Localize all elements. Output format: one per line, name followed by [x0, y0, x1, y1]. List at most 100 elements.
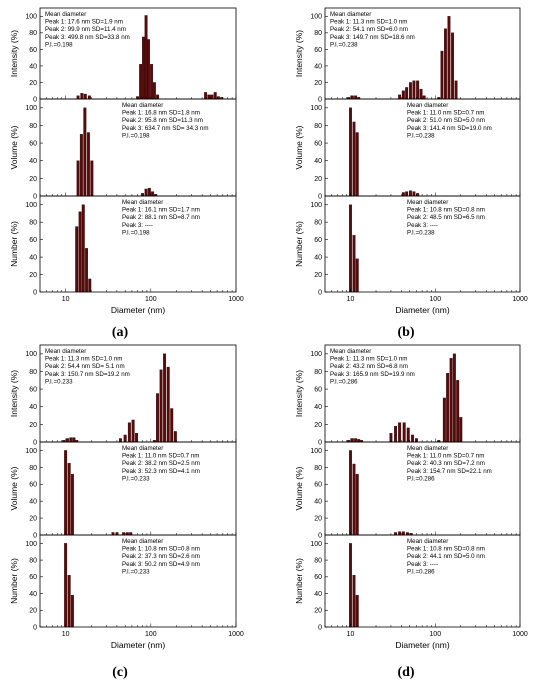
annotation-line: P.I.=0.286	[407, 475, 435, 482]
bar	[398, 422, 402, 443]
bar	[454, 80, 458, 100]
x-axis-label: Diameter (nm)	[395, 640, 449, 650]
annotation-line: Mean diameter	[122, 445, 163, 452]
y-tick-label: 20	[314, 422, 322, 429]
annotation-line: P.I.=0.233	[122, 475, 150, 482]
plot-frame	[324, 534, 521, 628]
y-tick-label: 100	[310, 448, 322, 455]
y-tick-label: 60	[29, 237, 37, 244]
panel-label: (c)	[112, 665, 128, 680]
y-tick-label: 0	[318, 193, 322, 200]
y-tick-label: 80	[29, 123, 37, 130]
x-tick-label: 1000	[228, 631, 244, 638]
bar	[349, 450, 352, 536]
bar	[87, 95, 91, 100]
bar	[355, 473, 359, 536]
bar	[67, 575, 71, 628]
y-tick-label: 40	[314, 158, 322, 165]
annotation-line: Peak 2: 51.0 nm SD=5.0 nm	[407, 117, 485, 124]
bar	[406, 427, 410, 443]
bar	[170, 408, 174, 443]
x-tick-label: 100	[429, 631, 441, 638]
y-tick-label: 60	[29, 574, 37, 581]
y-axis-label: Volume (%)	[294, 125, 304, 169]
annotation-line: Mean diameter	[407, 445, 448, 452]
bar	[66, 438, 69, 443]
y-tick-label: 0	[33, 624, 37, 631]
y-tick-label: 60	[314, 574, 322, 581]
annotation-line: Peak 1: 10.8 nm SD=0.8 nm	[407, 546, 485, 553]
y-tick-label: 80	[29, 465, 37, 472]
y-tick-label: 80	[314, 30, 322, 37]
y-tick-label: 100	[310, 14, 322, 21]
annotation-line: P.I.=0.238	[407, 132, 435, 139]
y-tick-label: 0	[318, 289, 322, 296]
x-tick-label: 1000	[512, 631, 528, 638]
y-axis-label: Volume (%)	[9, 466, 19, 510]
y-tick-label: 60	[314, 47, 322, 54]
y-tick-label: 40	[314, 254, 322, 261]
y-tick-label: 100	[310, 541, 322, 548]
bar	[409, 82, 412, 100]
annotation-line: Peak 3: 150.7 nm SD=19.2 nm	[45, 371, 130, 378]
bar	[127, 422, 131, 443]
annotation-line: Peak 2: 48.5 nm SD=6.5 nm	[407, 214, 485, 221]
y-tick-label: 100	[25, 202, 37, 209]
annotation-line: Peak 3: 499.8 nm SD=33.8 nm	[45, 34, 130, 41]
annotation-line: Peak 1: 10.8 nm SD=0.8 nm	[122, 546, 200, 553]
y-axis-label: Intensity (%)	[294, 370, 304, 417]
bar	[163, 353, 167, 443]
annotation-line: P.I.=0.238	[330, 41, 358, 48]
y-tick-label: 60	[29, 482, 37, 489]
bar	[144, 15, 148, 100]
bar	[355, 595, 359, 628]
panel-label: (b)	[397, 325, 414, 340]
bar	[83, 93, 87, 100]
y-axis-label: Intensity (%)	[9, 30, 19, 77]
y-tick-label: 0	[318, 96, 322, 103]
annotation-line: Peak 1: 11.0 nm SD=0.7 nm	[122, 453, 199, 460]
y-tick-label: 100	[25, 448, 37, 455]
panel-label: (a)	[112, 325, 129, 340]
plot-frame	[39, 195, 237, 293]
bar	[81, 204, 85, 293]
bar	[354, 95, 358, 100]
y-tick-label: 40	[314, 404, 322, 411]
x-axis-label: Diameter (nm)	[395, 305, 449, 315]
y-tick-label: 80	[29, 220, 37, 227]
y-tick-label: 20	[29, 515, 37, 522]
y-tick-label: 20	[29, 608, 37, 615]
annotation-line: Mean diameter	[330, 348, 371, 355]
y-tick-label: 40	[29, 158, 37, 165]
y-tick-label: 80	[314, 123, 322, 130]
bar	[147, 39, 150, 100]
x-tick-label: 100	[429, 296, 441, 303]
bar	[88, 278, 92, 293]
y-tick-label: 0	[33, 96, 37, 103]
bar	[131, 419, 135, 443]
y-tick-label: 60	[314, 482, 322, 489]
annotation-line: Peak 2: 37.3 nm SD=2.6 nm	[122, 553, 200, 560]
y-tick-label: 100	[310, 351, 322, 358]
bar	[69, 437, 73, 443]
y-tick-label: 60	[29, 47, 37, 54]
bar	[213, 92, 217, 100]
bar	[444, 28, 447, 100]
bar	[447, 16, 451, 100]
y-tick-label: 0	[33, 532, 37, 539]
annotation-line: Peak 2: 88.1 nm SD=8.7 nm	[122, 214, 200, 221]
y-tick-label: 20	[29, 422, 37, 429]
bar	[394, 425, 397, 443]
bar	[449, 358, 453, 443]
y-tick-label: 0	[33, 439, 37, 446]
bar	[349, 204, 352, 293]
